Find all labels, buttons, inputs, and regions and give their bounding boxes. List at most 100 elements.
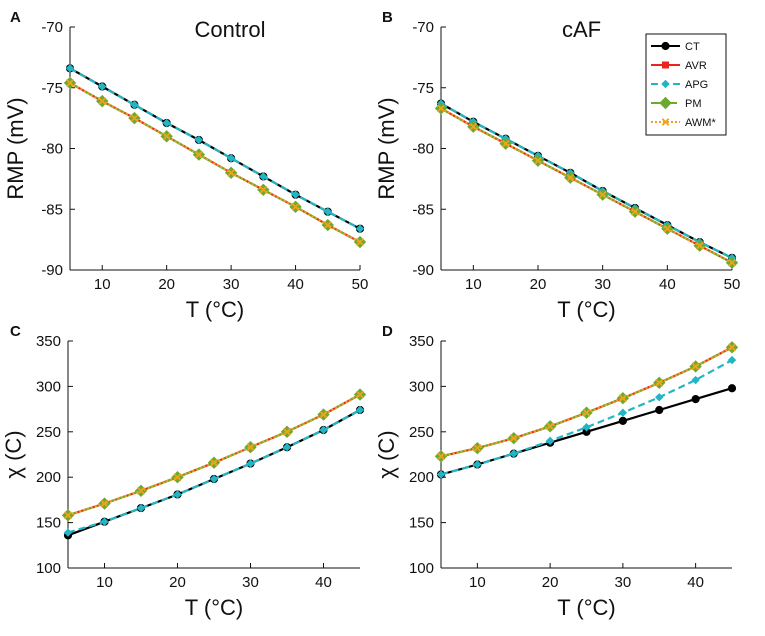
y-axis-label: χ (C) [1,430,26,478]
data-point-awm-star [291,202,300,211]
data-point-awm-star [246,443,255,452]
data-point-awm-star [173,473,182,482]
y-axis-label: RMP (mV) [3,97,28,199]
data-point-awm-star [566,173,575,182]
data-point-apg [226,154,236,163]
data-point-apg [319,425,328,435]
data-point-ct [655,405,664,415]
data-point-awm-star [691,362,700,371]
data-point-apg [65,64,75,73]
x-tick-label: 30 [594,276,611,293]
legend-item-awm-star: AWM* [651,117,716,129]
data-point-apg [173,490,182,499]
legend-box [645,33,727,136]
x-axis-label: T (°C) [557,297,616,322]
series-awm-star [64,390,364,520]
series-line [69,67,361,230]
data-point-ct [691,395,700,404]
data-point-apg [618,408,628,417]
y-tick-label: 200 [409,469,434,486]
series-line [69,81,361,244]
series-avr [64,391,364,519]
series-pm [63,76,367,249]
x-tick-label: 30 [615,574,632,591]
series-line [67,409,361,537]
x-tick-label: 20 [530,276,547,293]
data-point-awm-star [100,499,109,508]
chart-title: Control [195,17,266,42]
data-point-apg [655,393,664,402]
data-point-apg [582,423,591,432]
data-point-awm-star [655,378,664,387]
data-point-ct [661,41,670,51]
y-tick-label: -90 [41,262,63,279]
x-tick-label: 30 [242,574,259,591]
x-tick-label: 50 [352,276,369,293]
y-tick-label: 300 [36,378,61,395]
x-tick-label: 40 [315,574,332,591]
y-tick-label: 200 [36,469,61,486]
data-point-apg [162,118,171,128]
data-point-awm-star [227,168,235,177]
panel-letter: D [382,323,393,340]
x-tick-label: 30 [223,276,240,293]
series-line [440,107,733,264]
legend-label: PM [685,98,702,110]
panel-letter: B [382,9,393,26]
series-awm-star [437,343,736,461]
x-tick-label: 20 [169,574,186,591]
x-axis-label: T (°C) [185,595,244,620]
data-point-awm-star [534,156,542,165]
data-point-awm-star [98,97,107,105]
data-point-apg [100,517,109,526]
data-point-apg [209,474,219,484]
y-tick-label: 150 [409,515,434,532]
x-tick-label: 10 [96,574,113,591]
x-tick-label: 20 [158,276,175,293]
series-ct [63,405,365,540]
data-point-apg [473,460,482,469]
data-point-apg [436,470,446,479]
data-point-apg [691,375,700,385]
data-point-awm-star [130,114,139,122]
panel-c: 100 150 200 250 300 350 10 20 30 40 T (°C) χ (C) C [1,323,367,620]
y-tick-label: 300 [409,378,434,395]
x-axis-label: T (°C) [186,297,245,322]
x-tick-label: 10 [465,276,482,293]
panel-letter: C [10,323,21,340]
x-tick-label: 40 [287,276,304,293]
data-point-avr [662,61,669,69]
data-point-awm-star [356,238,364,246]
y-tick-label: 250 [409,424,434,441]
series-line [67,393,361,517]
data-point-awm-star [137,486,145,495]
legend-item-avr: AVR [651,60,707,72]
y-tick-label: 100 [409,560,434,577]
x-tick-label: 40 [659,276,676,293]
legend-item-pm: PM [651,96,702,110]
x-tick-label: 40 [687,574,704,591]
series-line [67,393,361,517]
data-point-awm-star [509,434,518,442]
series-apg [436,355,737,479]
data-point-apg [509,449,518,458]
data-point-ct [618,416,627,426]
series-line [67,393,361,517]
legend-label: AVR [685,60,707,72]
data-point-apg [545,436,555,446]
data-point-awm-star [469,122,478,131]
data-point-awm-star [437,104,445,113]
x-axis-label: T (°C) [557,595,616,620]
legend-item-apg: APG [651,79,708,91]
data-point-awm-star [64,511,72,520]
y-tick-label: 150 [36,515,61,532]
x-tick-label: 10 [469,574,486,591]
data-point-awm-star [319,410,328,419]
data-point-apg [291,190,300,199]
x-tick-label: 50 [724,276,741,293]
data-point-apg [259,172,268,181]
data-point-awm-star [501,139,510,148]
data-point-apg [661,79,670,89]
y-tick-label: -70 [412,19,434,36]
